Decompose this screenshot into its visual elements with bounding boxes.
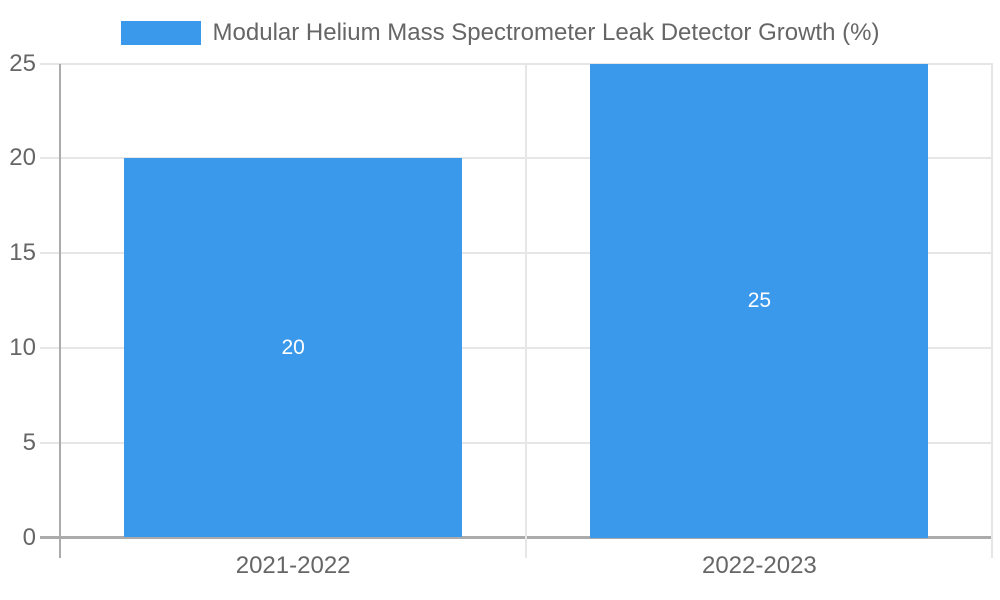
y-gridline bbox=[40, 157, 993, 160]
x-gridline bbox=[524, 63, 527, 558]
y-tick-label: 15 bbox=[9, 239, 36, 267]
chart-legend: Modular Helium Mass Spectrometer Leak De… bbox=[0, 16, 1000, 50]
bar-2021-2022[interactable]: 20 bbox=[124, 158, 463, 538]
legend-item[interactable]: Modular Helium Mass Spectrometer Leak De… bbox=[120, 19, 880, 47]
y-gridline bbox=[40, 62, 993, 65]
y-axis-line bbox=[59, 63, 61, 558]
y-tick-label: 10 bbox=[9, 333, 36, 361]
bar-2022-2023[interactable]: 25 bbox=[590, 63, 929, 538]
x-axis-line bbox=[40, 536, 993, 539]
x-tick-label: 2022-2023 bbox=[701, 552, 817, 579]
y-gridline bbox=[40, 252, 993, 255]
y-tick-label: 20 bbox=[9, 144, 36, 172]
legend-swatch bbox=[120, 21, 201, 45]
y-gridline bbox=[40, 441, 993, 444]
y-tick-label: 25 bbox=[9, 49, 36, 77]
x-tick-label: 2021-2022 bbox=[235, 552, 351, 579]
y-tick-label: 5 bbox=[22, 428, 36, 456]
x-gridline bbox=[991, 63, 993, 558]
bar-value-label: 20 bbox=[281, 335, 305, 359]
bar-value-label: 25 bbox=[747, 288, 772, 312]
y-tick-label: 0 bbox=[22, 523, 36, 551]
y-gridline bbox=[40, 346, 993, 349]
legend-label: Modular Helium Mass Spectrometer Leak De… bbox=[212, 19, 880, 46]
